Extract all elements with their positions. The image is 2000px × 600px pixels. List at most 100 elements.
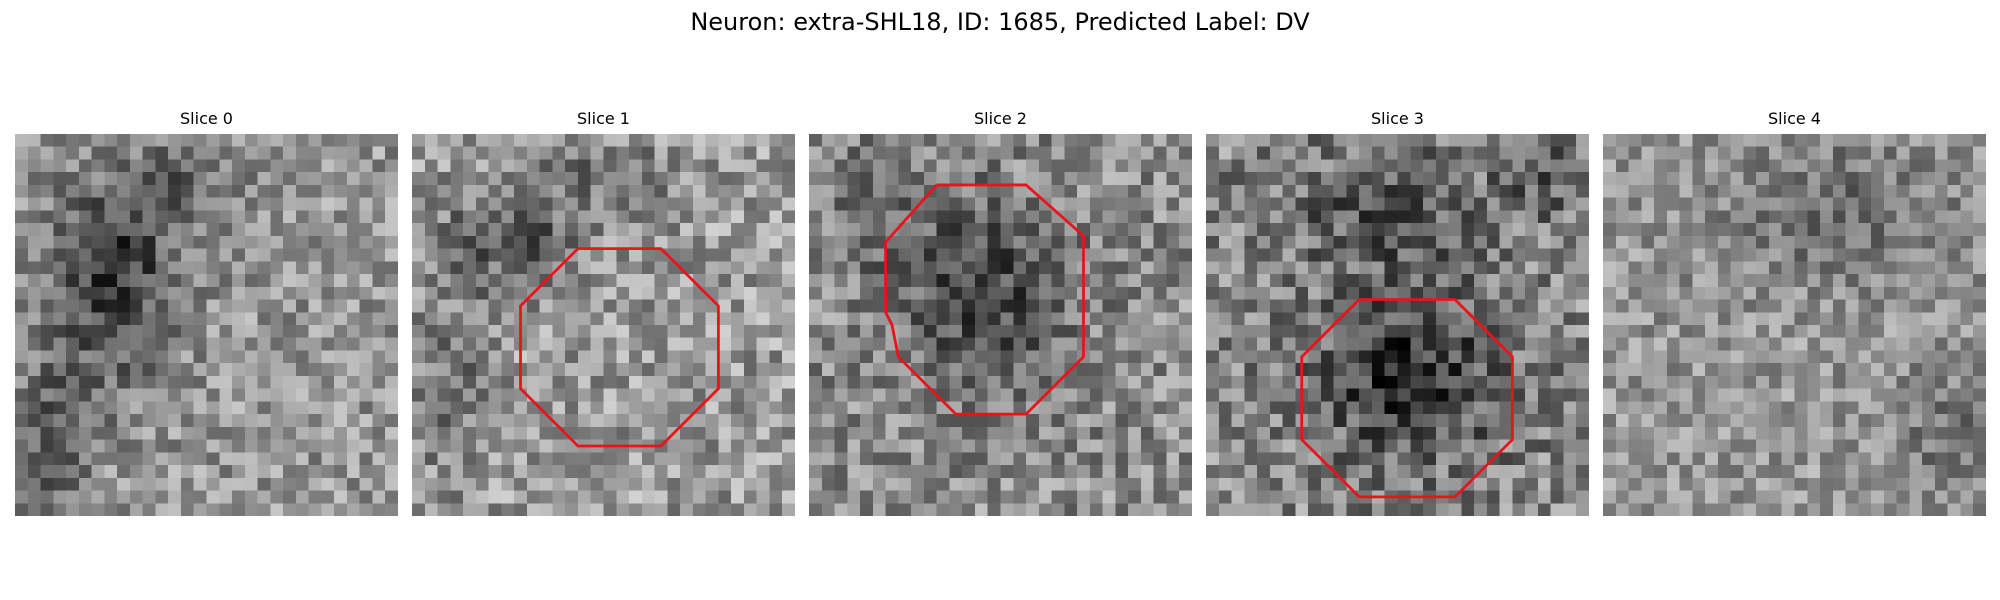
pixel xyxy=(79,172,92,185)
pixel xyxy=(835,274,848,287)
pixel xyxy=(616,198,629,211)
pixel xyxy=(1616,503,1629,516)
pixel xyxy=(1128,198,1141,211)
pixel xyxy=(1423,159,1436,172)
pixel xyxy=(1960,503,1973,516)
pixel xyxy=(1001,401,1014,414)
pixel xyxy=(1128,147,1141,160)
pixel xyxy=(1295,172,1308,185)
pixel xyxy=(1141,236,1154,249)
pixel xyxy=(219,325,232,338)
pixel xyxy=(219,363,232,376)
pixel xyxy=(1718,503,1731,516)
pixel xyxy=(1538,300,1551,313)
pixel xyxy=(1026,312,1039,325)
pixel xyxy=(425,389,438,402)
pixel xyxy=(245,134,258,147)
pixel xyxy=(1935,401,1948,414)
pixel xyxy=(270,452,283,465)
pixel xyxy=(1372,401,1385,414)
pixel xyxy=(450,287,463,300)
pixel xyxy=(1563,338,1576,351)
pixel xyxy=(1372,287,1385,300)
pixel xyxy=(1641,172,1654,185)
pixel xyxy=(911,223,924,236)
pixel xyxy=(347,440,360,453)
pixel xyxy=(744,300,757,313)
pixel xyxy=(1833,185,1846,198)
pixel xyxy=(949,134,962,147)
pixel xyxy=(1052,274,1065,287)
pixel xyxy=(757,363,770,376)
pixel xyxy=(412,503,425,516)
pixel xyxy=(219,210,232,223)
pixel xyxy=(1295,325,1308,338)
pixel xyxy=(731,300,744,313)
pixel xyxy=(1512,478,1525,491)
pixel xyxy=(155,261,168,274)
pixel xyxy=(1103,172,1116,185)
pixel xyxy=(1103,236,1116,249)
pixel xyxy=(1833,159,1846,172)
pixel xyxy=(629,159,642,172)
pixel xyxy=(835,440,848,453)
pixel xyxy=(1064,465,1077,478)
pixel xyxy=(360,300,373,313)
pixel xyxy=(1219,503,1232,516)
pixel xyxy=(1013,147,1026,160)
pixel xyxy=(1769,236,1782,249)
pixel xyxy=(514,274,527,287)
pixel xyxy=(117,287,130,300)
pixel xyxy=(1141,287,1154,300)
pixel xyxy=(438,210,451,223)
pixel xyxy=(937,503,950,516)
pixel xyxy=(1487,312,1500,325)
pixel xyxy=(629,287,642,300)
pixel xyxy=(1833,350,1846,363)
pixel xyxy=(1858,210,1871,223)
pixel xyxy=(1909,147,1922,160)
pixel xyxy=(1244,287,1257,300)
pixel xyxy=(232,414,245,427)
pixel xyxy=(1346,249,1359,262)
pixel xyxy=(667,465,680,478)
pixel xyxy=(731,350,744,363)
pixel xyxy=(1538,223,1551,236)
pixel xyxy=(514,236,527,249)
pixel xyxy=(1680,185,1693,198)
pixel xyxy=(1257,312,1270,325)
pixel xyxy=(1232,274,1245,287)
pixel xyxy=(1795,427,1808,440)
pixel xyxy=(949,414,962,427)
pixel xyxy=(334,478,347,491)
pixel xyxy=(130,147,143,160)
pixel xyxy=(309,478,322,491)
pixel xyxy=(28,363,41,376)
pixel xyxy=(680,452,693,465)
pixel xyxy=(321,363,334,376)
pixel xyxy=(143,210,156,223)
pixel xyxy=(1423,363,1436,376)
pixel xyxy=(1616,236,1629,249)
pixel xyxy=(924,452,937,465)
pixel xyxy=(1884,198,1897,211)
pixel xyxy=(1141,338,1154,351)
pixel xyxy=(655,338,668,351)
pixel xyxy=(962,147,975,160)
pixel xyxy=(15,312,28,325)
pixel xyxy=(1232,261,1245,274)
pixel xyxy=(706,363,719,376)
pixel xyxy=(769,287,782,300)
pixel xyxy=(1308,350,1321,363)
pixel xyxy=(1718,249,1731,262)
pixel xyxy=(1769,427,1782,440)
pixel xyxy=(949,325,962,338)
pixel xyxy=(578,147,591,160)
pixel xyxy=(540,287,553,300)
pixel xyxy=(1308,134,1321,147)
pixel xyxy=(28,478,41,491)
pixel xyxy=(616,363,629,376)
pixel xyxy=(1244,389,1257,402)
pixel xyxy=(988,236,1001,249)
pixel xyxy=(706,274,719,287)
